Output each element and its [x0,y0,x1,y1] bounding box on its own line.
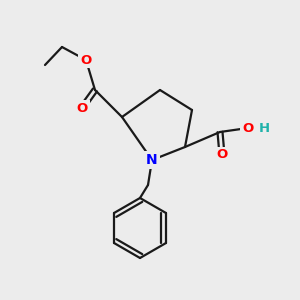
Text: O: O [216,148,228,161]
Text: O: O [76,101,88,115]
Text: O: O [242,122,253,134]
Text: H: H [258,122,270,134]
Text: O: O [80,53,92,67]
Text: N: N [146,153,158,167]
